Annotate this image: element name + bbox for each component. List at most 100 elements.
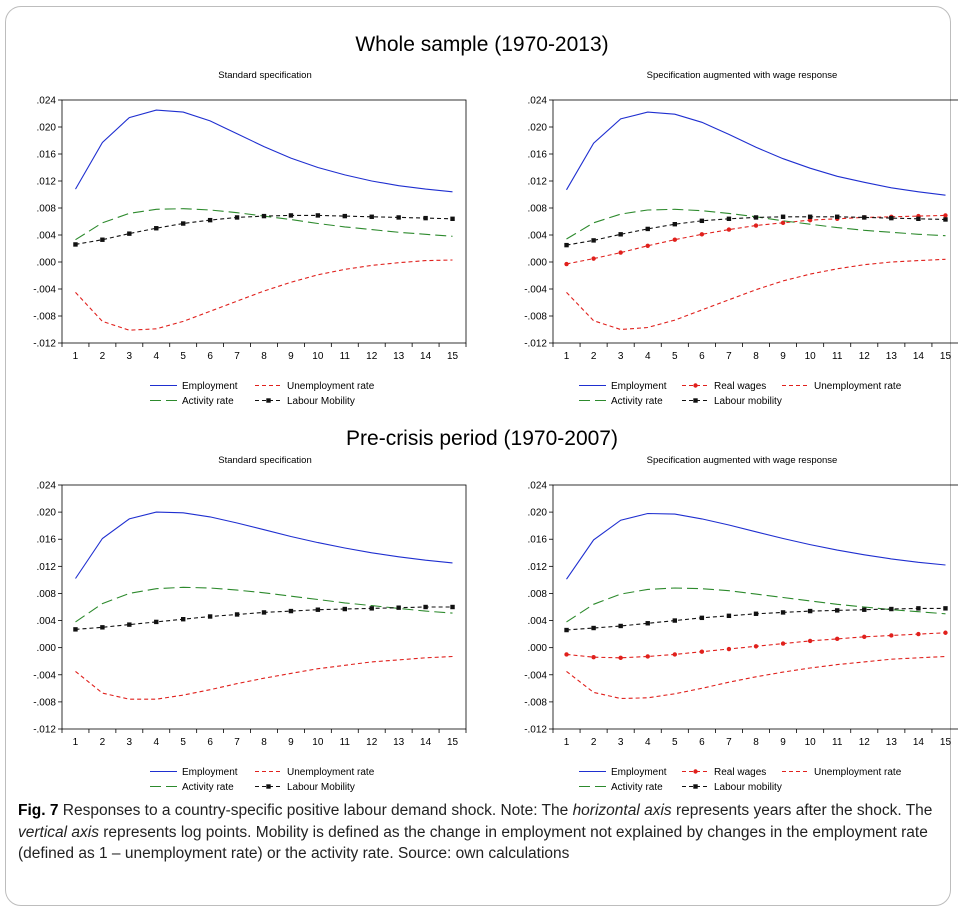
series-point-mobility	[780, 610, 786, 615]
caption-text-3: represents log points. Mobility is defin…	[18, 823, 928, 863]
series-point-real_wages	[726, 227, 732, 232]
chart-panel-2: Specification augmented with wage respon…	[524, 70, 958, 407]
x-tick-label: 12	[859, 351, 871, 362]
series-point-mobility	[753, 611, 759, 616]
series-point-mobility	[73, 627, 78, 632]
series-point-real_wages	[699, 649, 705, 654]
caption-emphasis-1: horizontal axis	[572, 802, 672, 819]
series-point-mobility	[672, 222, 677, 227]
series-point-mobility	[862, 607, 867, 612]
y-tick-label: -.012	[524, 339, 547, 350]
series-point-mobility	[618, 232, 623, 237]
y-tick-label: .000	[528, 258, 548, 269]
series-point-mobility	[807, 214, 813, 219]
series-point-mobility	[591, 625, 596, 631]
series-point-mobility	[943, 217, 948, 222]
x-tick-label: 3	[618, 737, 624, 748]
x-tick-label: 5	[672, 351, 678, 362]
series-point-mobility	[342, 213, 347, 219]
series-point-mobility	[396, 605, 401, 610]
x-tick-label: 14	[420, 351, 432, 362]
y-tick-label: .012	[37, 177, 57, 188]
series-point-real_wages	[943, 630, 948, 635]
series-point-real_wages	[780, 220, 786, 226]
series-point-mobility	[315, 607, 321, 612]
x-tick-label: 7	[726, 351, 732, 362]
legend-label-unemployment: Unemployment rate	[287, 767, 375, 778]
series-point-real_wages	[726, 646, 732, 652]
plot-frame	[552, 99, 958, 344]
x-tick-label: 2	[100, 737, 106, 748]
y-tick-label: .000	[37, 643, 57, 654]
y-tick-label: -.004	[33, 670, 56, 681]
x-tick-label: 9	[288, 737, 294, 748]
series-point-real_wages	[591, 256, 596, 261]
x-tick-label: 13	[393, 351, 405, 362]
series-point-mobility	[450, 216, 455, 221]
y-tick-label: -.004	[524, 285, 547, 296]
chart-title: Standard specification	[218, 455, 311, 466]
series-line-activity	[75, 586, 453, 623]
legend-label-unemployment: Unemployment rate	[814, 381, 902, 392]
series-point-real_wages	[862, 634, 867, 640]
plot-frame	[552, 484, 958, 730]
legend-marker-mobility	[693, 784, 698, 789]
x-tick-label: 3	[127, 737, 133, 748]
chart-panel-4: Specification augmented with wage respon…	[524, 455, 958, 793]
x-tick-label: 6	[699, 737, 705, 748]
legend-marker-real_wages	[693, 383, 698, 388]
y-tick-label: -.004	[524, 670, 547, 681]
x-tick-label: 13	[393, 737, 405, 748]
series-point-mobility	[916, 606, 921, 611]
legend-label-employment: Employment	[611, 767, 667, 778]
legend-label-unemployment: Unemployment rate	[287, 381, 375, 392]
y-tick-label: .020	[528, 508, 548, 519]
series-point-real_wages	[753, 644, 759, 649]
legend-label-mobility: Labour mobility	[714, 782, 782, 793]
y-tick-label: -.008	[524, 697, 547, 708]
series-point-mobility	[396, 215, 401, 220]
series-point-mobility	[369, 214, 374, 219]
series-point-mobility	[862, 215, 867, 220]
series-point-mobility	[835, 608, 840, 613]
legend-label-employment: Employment	[182, 767, 238, 778]
x-tick-label: 12	[859, 737, 871, 748]
x-tick-label: 3	[127, 351, 133, 362]
series-point-mobility	[423, 215, 428, 221]
series-point-real_wages	[835, 636, 840, 642]
x-tick-label: 14	[420, 737, 432, 748]
figure-frame	[5, 6, 951, 906]
series-point-mobility	[780, 214, 786, 219]
x-tick-label: 11	[832, 351, 843, 362]
series-point-mobility	[207, 217, 213, 223]
series-point-mobility	[234, 612, 240, 617]
legend-label-real_wages: Real wages	[714, 381, 766, 392]
section-title-pre-crisis: Pre-crisis period (1970-2007)	[346, 427, 618, 450]
y-tick-label: .020	[37, 508, 57, 519]
series-point-real_wages	[807, 217, 813, 223]
series-point-real_wages	[672, 652, 677, 657]
series-point-mobility	[753, 215, 759, 220]
x-tick-label: 7	[726, 737, 732, 748]
caption-emphasis-2: vertical axis	[18, 823, 99, 841]
x-tick-label: 9	[780, 351, 786, 362]
series-line-real_wages	[566, 214, 946, 265]
x-tick-label: 2	[100, 351, 106, 362]
caption-text-1: Responses to a country-specific positive…	[58, 802, 573, 819]
series-point-mobility	[564, 242, 569, 248]
x-tick-label: 2	[591, 737, 597, 748]
series-point-mobility	[342, 606, 347, 612]
series-point-mobility	[127, 231, 132, 236]
series-point-real_wages	[889, 633, 894, 638]
series-point-mobility	[127, 622, 132, 627]
series-point-mobility	[835, 214, 840, 219]
series-point-mobility	[726, 613, 732, 619]
y-tick-label: .008	[37, 589, 57, 600]
series-point-real_wages	[618, 655, 623, 661]
x-tick-label: 8	[261, 737, 267, 748]
x-tick-label: 14	[913, 737, 925, 748]
series-point-real_wages	[618, 250, 623, 255]
legend-label-employment: Employment	[611, 381, 667, 392]
series-line-unemployment	[75, 655, 453, 700]
x-tick-label: 14	[913, 351, 925, 362]
